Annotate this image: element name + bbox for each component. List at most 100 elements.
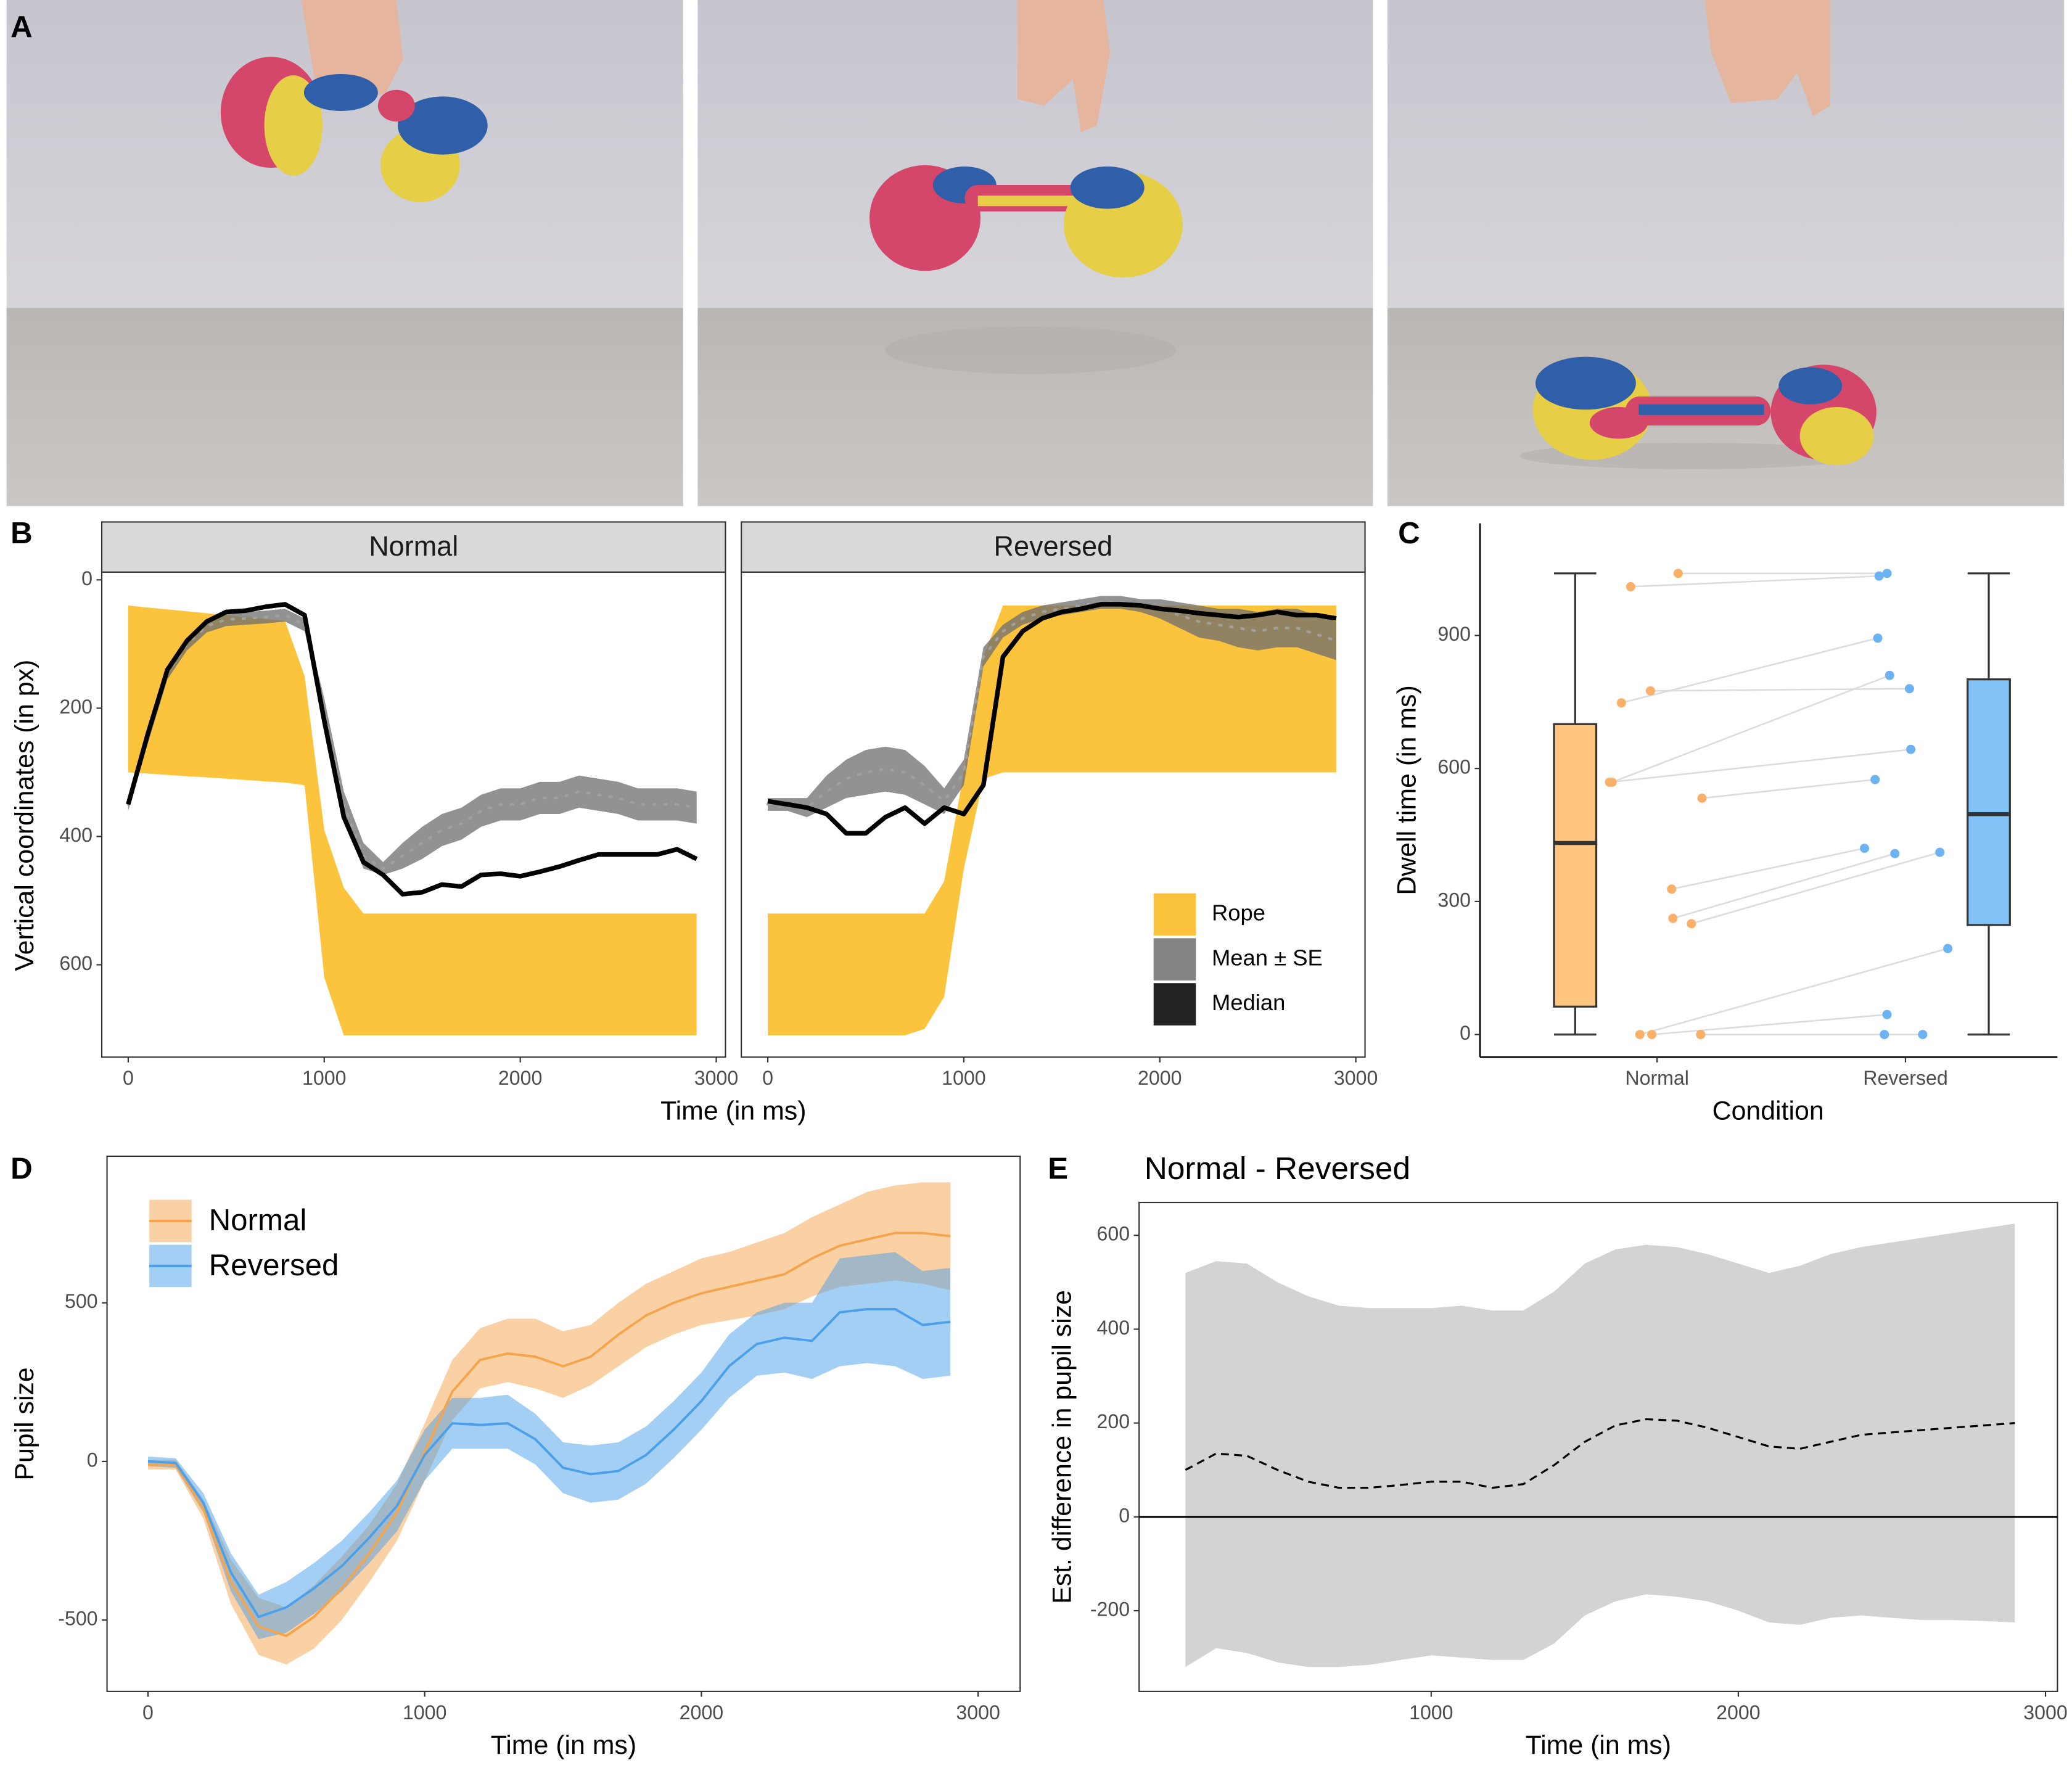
point xyxy=(1616,698,1626,708)
y-tick-label: 600 xyxy=(1437,756,1471,778)
photo-2 xyxy=(697,0,1373,506)
y-tick-label: 0 xyxy=(81,567,92,590)
legend-swatch xyxy=(1153,938,1196,980)
point xyxy=(1673,569,1683,578)
pair-line xyxy=(1701,778,1875,799)
x-tick-label: Reversed xyxy=(1863,1067,1947,1089)
x-tick-label: 2000 xyxy=(1138,1067,1182,1089)
legend-label: Normal xyxy=(209,1203,307,1237)
x-tick-label: 1000 xyxy=(1409,1701,1453,1724)
y-axis-title: Est. difference in pupil size xyxy=(1047,1290,1077,1604)
legend-label: Reversed xyxy=(209,1248,339,1282)
rope-band xyxy=(128,605,697,1035)
point xyxy=(1880,1030,1889,1040)
pair-line xyxy=(1650,688,1910,692)
x-tick-label: 1000 xyxy=(942,1067,985,1089)
pair-line xyxy=(1621,637,1878,704)
x-tick-label: 3000 xyxy=(1334,1067,1378,1089)
x-tick-label: 2000 xyxy=(680,1701,723,1724)
point xyxy=(1882,1009,1892,1019)
photo-1 xyxy=(6,0,683,506)
legend-label: Rope xyxy=(1212,900,1265,925)
mean-line xyxy=(126,614,698,871)
point xyxy=(1874,571,1884,581)
box xyxy=(1967,678,2011,926)
se-band xyxy=(768,596,1336,818)
x-tick-label: 2000 xyxy=(1716,1701,1760,1724)
strip xyxy=(741,521,1366,573)
x-tick-label: 2000 xyxy=(498,1067,542,1089)
median-line xyxy=(767,602,1337,836)
point xyxy=(1873,633,1883,643)
point xyxy=(1647,1030,1657,1040)
x-tick-label: 1000 xyxy=(302,1067,346,1089)
y-tick-label: -500 xyxy=(58,1608,97,1630)
y-tick-label: 400 xyxy=(1097,1317,1130,1339)
panel-label: E xyxy=(1048,1152,1068,1186)
panel-label: B xyxy=(10,516,33,550)
y-tick-label: 400 xyxy=(59,824,92,846)
point xyxy=(1906,744,1916,754)
legend-swatch xyxy=(1153,893,1196,936)
point xyxy=(1696,1030,1706,1040)
mean-line xyxy=(766,601,1338,809)
median-line xyxy=(126,602,698,897)
point xyxy=(1918,1030,1928,1040)
x-tick-label: Normal xyxy=(1625,1067,1689,1089)
y-axis-title: Pupil size xyxy=(10,1367,39,1480)
strip xyxy=(101,521,726,573)
point xyxy=(1882,569,1892,578)
pair-line xyxy=(1611,674,1890,783)
x-axis-title: Time (in ms) xyxy=(1526,1730,1671,1760)
pair-line xyxy=(1651,1013,1888,1035)
point xyxy=(1870,775,1880,784)
line xyxy=(148,1231,951,1637)
ribbon xyxy=(148,1182,951,1665)
y-tick-label: 0 xyxy=(1460,1022,1471,1044)
ribbon xyxy=(1185,1223,2015,1667)
y-tick-label: 900 xyxy=(1437,623,1471,645)
point xyxy=(1667,884,1677,894)
strip-title: Reversed xyxy=(994,530,1113,562)
x-axis-title: Time (in ms) xyxy=(491,1730,636,1760)
pair-line xyxy=(1630,575,1880,588)
legend-swatch xyxy=(1153,983,1196,1026)
legend-label: Median xyxy=(1212,990,1285,1015)
point xyxy=(1605,777,1614,787)
point xyxy=(1935,847,1945,857)
pair-line xyxy=(1671,847,1865,890)
pair-line xyxy=(1639,947,1948,1035)
y-tick-label: 200 xyxy=(59,696,92,718)
point xyxy=(1890,849,1900,858)
y-tick-label: 200 xyxy=(1097,1410,1130,1433)
point xyxy=(1645,686,1655,696)
strip-title: Normal xyxy=(369,530,458,562)
y-tick-label: 600 xyxy=(1097,1223,1130,1245)
y-tick-label: 500 xyxy=(65,1290,98,1312)
x-tick-label: 0 xyxy=(142,1701,154,1724)
line xyxy=(1185,1418,2015,1489)
panel-label: A xyxy=(10,10,33,44)
pair-line xyxy=(1672,853,1896,919)
line xyxy=(147,1308,951,1619)
y-tick-label: 300 xyxy=(1437,889,1471,911)
chart-title: Normal - Reversed xyxy=(1145,1150,1410,1186)
point xyxy=(1943,944,1953,953)
y-tick-label: 0 xyxy=(1119,1504,1130,1526)
point xyxy=(1697,793,1707,803)
x-tick-label: 0 xyxy=(123,1067,134,1089)
y-axis-title: Dwell time (in ms) xyxy=(1392,685,1422,895)
point xyxy=(1668,913,1678,923)
point xyxy=(1626,582,1635,591)
x-tick-label: 3000 xyxy=(956,1701,1000,1724)
x-axis-title: Time (in ms) xyxy=(660,1096,806,1126)
legend-label: Mean ± SE xyxy=(1212,945,1323,970)
panel-label: D xyxy=(10,1152,33,1186)
y-axis-title: Vertical coordinates (in px) xyxy=(10,660,39,971)
box xyxy=(1553,723,1598,1008)
pair-line xyxy=(1609,748,1911,783)
point xyxy=(1904,684,1914,694)
point xyxy=(1687,919,1696,929)
point xyxy=(1635,1030,1645,1040)
